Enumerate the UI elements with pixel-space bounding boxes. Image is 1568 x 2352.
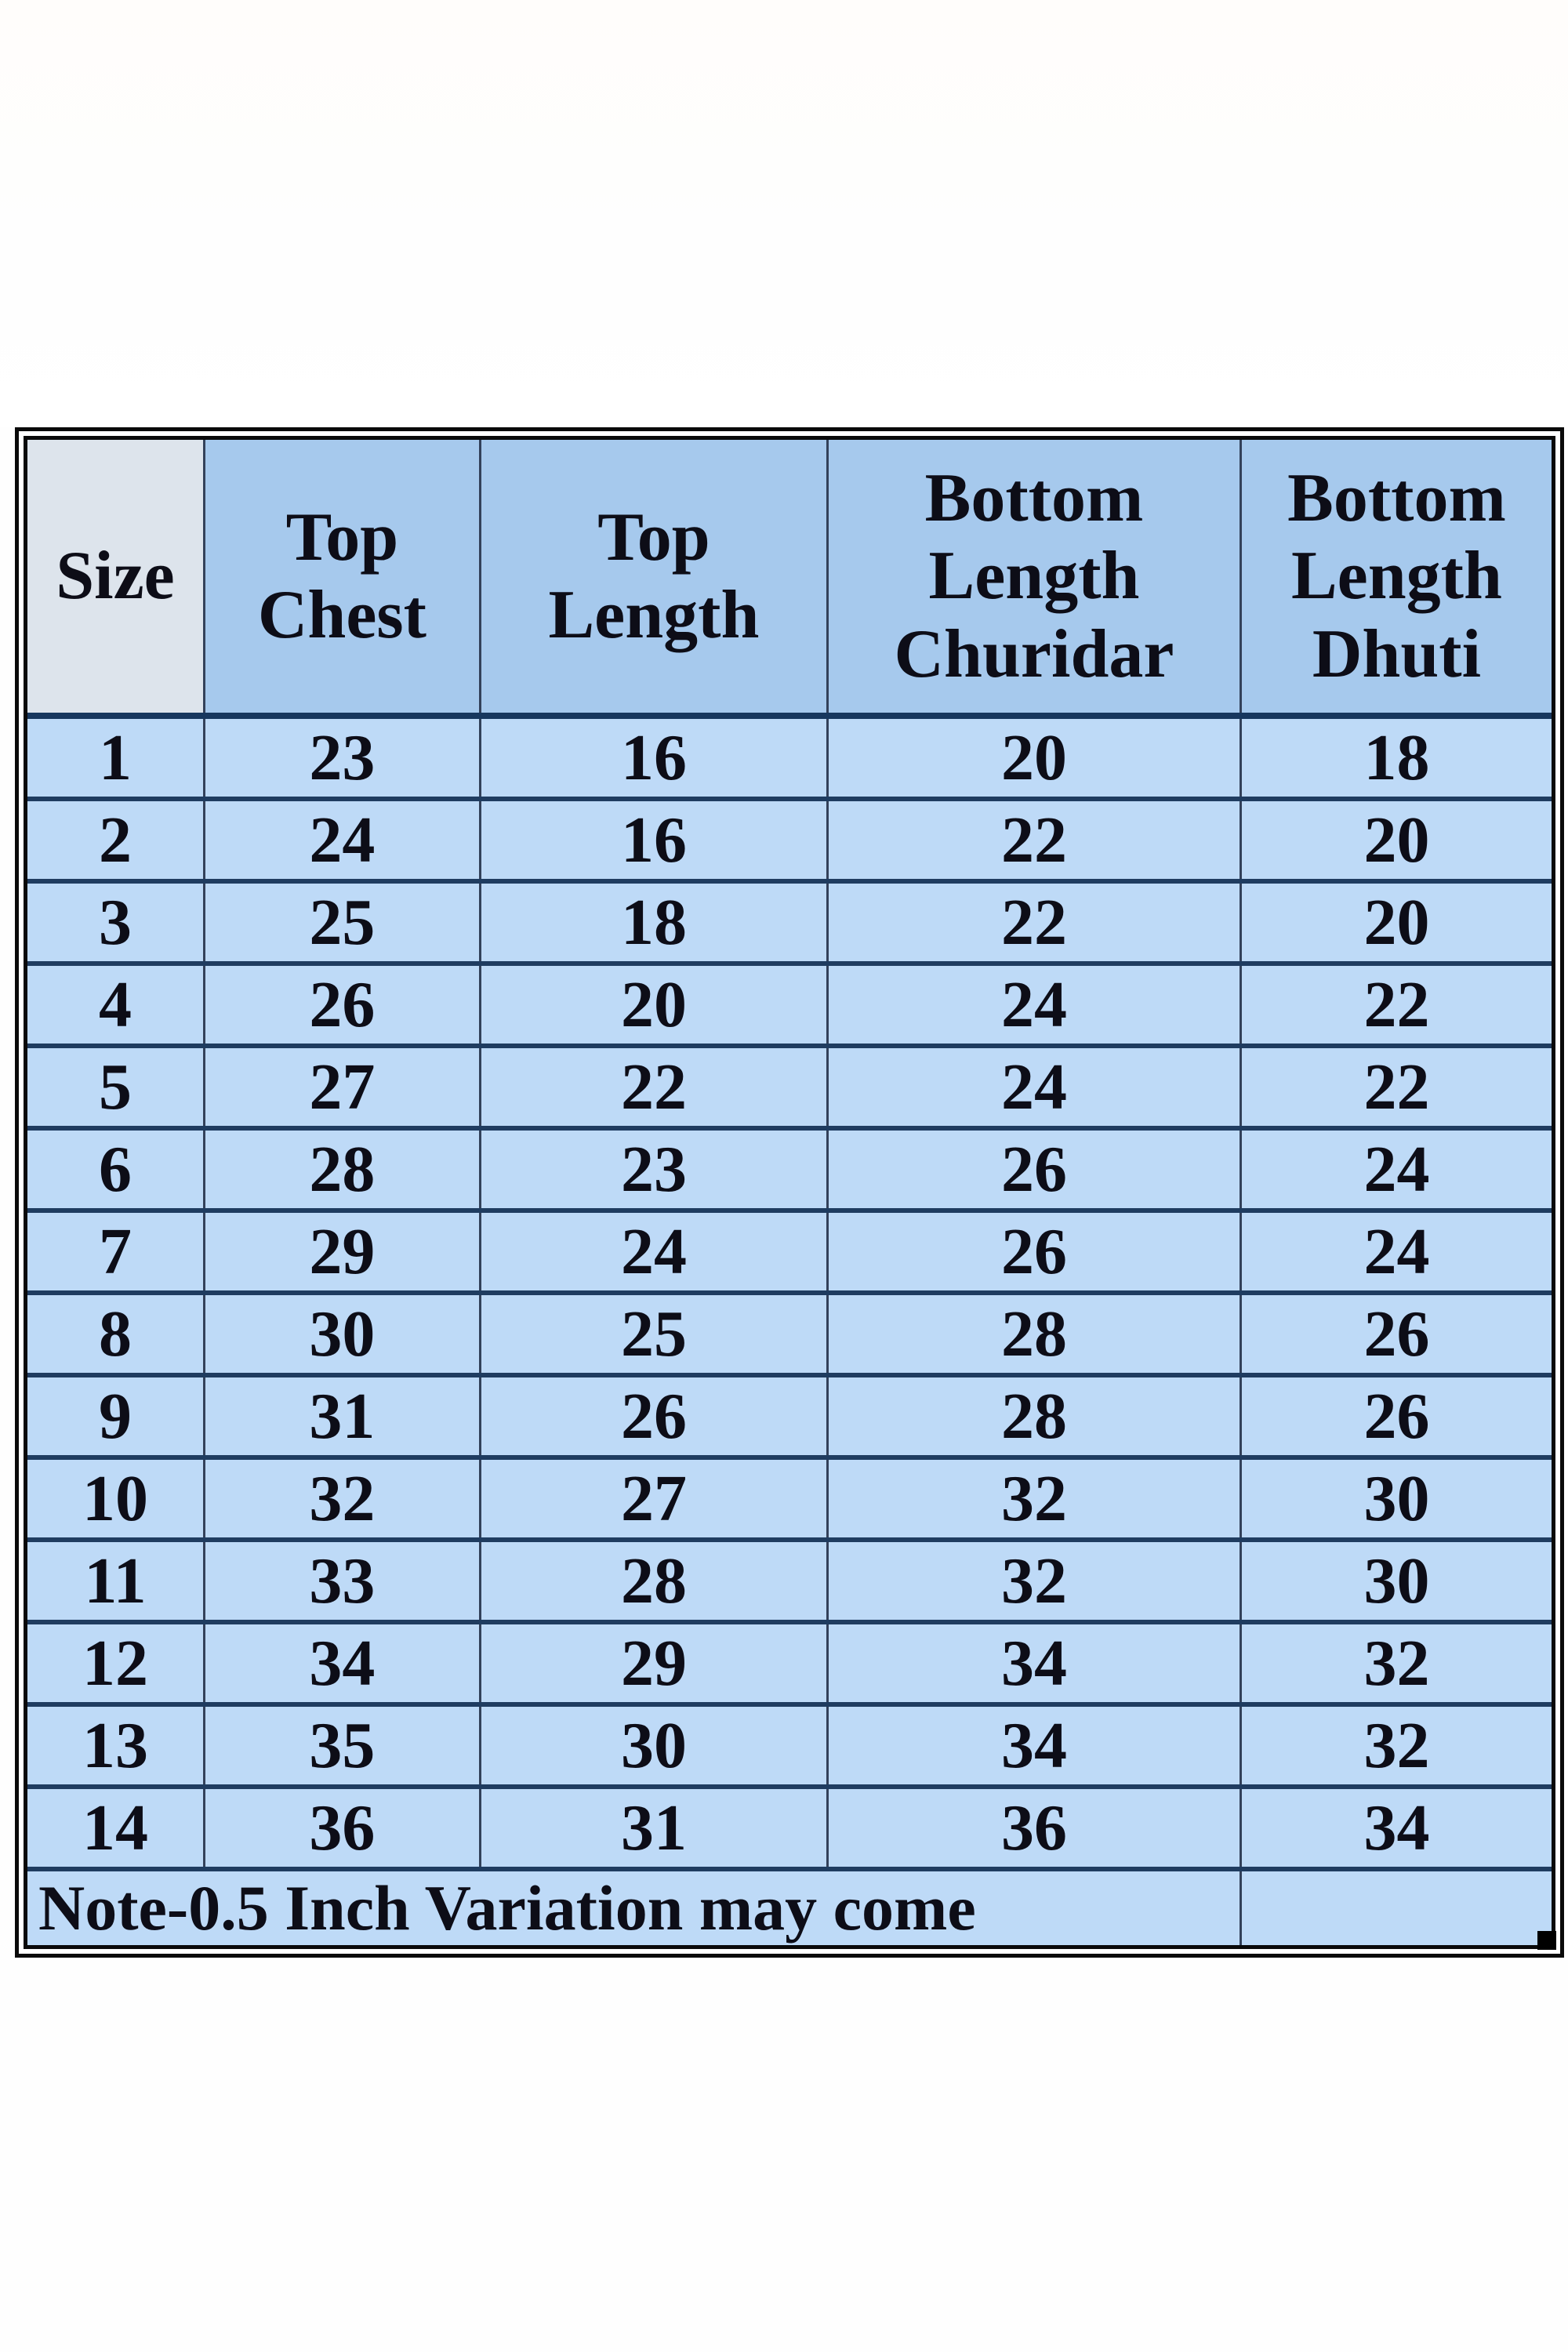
- table-cell: 23: [478, 1128, 828, 1213]
- table-cell: 30: [478, 1704, 828, 1789]
- table-cell: 26: [1239, 1293, 1552, 1377]
- table-cell: 22: [1239, 1046, 1552, 1131]
- table-cell: 29: [203, 1210, 481, 1295]
- table-cell: 24: [826, 964, 1241, 1048]
- table-cell: 24: [1239, 1128, 1552, 1213]
- column-header-size: Size: [27, 440, 205, 719]
- table-cell: 26: [203, 964, 481, 1048]
- page-background: [0, 0, 1568, 427]
- table-cell: 32: [1239, 1622, 1552, 1707]
- column-header-top-length: Top Length: [478, 440, 828, 719]
- table-cell: 14: [27, 1787, 205, 1871]
- table-cell: 32: [826, 1457, 1241, 1542]
- table-row: 4 26 20 24 22: [27, 964, 1552, 1048]
- table-cell: 34: [826, 1622, 1241, 1707]
- table-cell: 16: [478, 799, 828, 884]
- table-row: 6 28 23 26 24: [27, 1128, 1552, 1213]
- table-cell: 30: [1239, 1457, 1552, 1542]
- size-chart-table: Size Top Chest Top Length Bottom Length Churida…: [15, 427, 1564, 1958]
- table-cell: 31: [478, 1787, 828, 1871]
- table-cell: 36: [826, 1787, 1241, 1871]
- table-cell: 34: [826, 1704, 1241, 1789]
- table-cell: 11: [27, 1540, 205, 1624]
- column-header-bottom-length-dhuti: Bottom Length Dhuti: [1239, 440, 1552, 719]
- column-header-bottom-length-churidar: Bottom Length Churidar: [826, 440, 1241, 719]
- table-cell: 31: [203, 1375, 481, 1460]
- table-row: 10 32 27 32 30: [27, 1457, 1552, 1542]
- table-row: 5 27 22 24 22: [27, 1046, 1552, 1131]
- table-row: 1 23 16 20 18: [27, 716, 1552, 801]
- table-cell: 6: [27, 1128, 205, 1213]
- table-row: 9 31 26 28 26: [27, 1375, 1552, 1460]
- table-row: 8 30 25 28 26: [27, 1293, 1552, 1377]
- table-cell: 36: [203, 1787, 481, 1871]
- table-cell: 26: [478, 1375, 828, 1460]
- table-cell: 20: [1239, 881, 1552, 966]
- table-cell: 10: [27, 1457, 205, 1542]
- table-cell: 25: [478, 1293, 828, 1377]
- table-cell: 20: [478, 964, 828, 1048]
- table-cell: 24: [478, 1210, 828, 1295]
- fill-handle-artifact: [1537, 1931, 1556, 1950]
- table-cell: 24: [1239, 1210, 1552, 1295]
- table-cell: 20: [1239, 799, 1552, 884]
- empty-cell: [1239, 1869, 1552, 1945]
- table-cell: 24: [203, 799, 481, 884]
- table-cell: 35: [203, 1704, 481, 1789]
- table-cell: 25: [203, 881, 481, 966]
- table-cell: 9: [27, 1375, 205, 1460]
- table-cell: 22: [1239, 964, 1552, 1048]
- table-cell: 32: [826, 1540, 1241, 1624]
- table-cell: 5: [27, 1046, 205, 1131]
- table-cell: 22: [826, 799, 1241, 884]
- table-cell: 26: [826, 1210, 1241, 1295]
- table-cell: 28: [826, 1375, 1241, 1460]
- header-row: Size Top Chest Top Length Bottom Length Churida…: [27, 440, 1552, 719]
- table-row: 7 29 24 26 24: [27, 1210, 1552, 1295]
- table-cell: 28: [826, 1293, 1241, 1377]
- table-cell: 13: [27, 1704, 205, 1789]
- table-cell: 34: [1239, 1787, 1552, 1871]
- table-cell: 20: [826, 716, 1241, 801]
- table-cell: 28: [203, 1128, 481, 1213]
- table-row: 14 36 31 36 34: [27, 1787, 1552, 1871]
- table-row: 2 24 16 22 20: [27, 799, 1552, 884]
- table-cell: 26: [826, 1128, 1241, 1213]
- table-cell: 7: [27, 1210, 205, 1295]
- table-cell: 27: [478, 1457, 828, 1542]
- table-cell: 28: [478, 1540, 828, 1624]
- table-cell: 34: [203, 1622, 481, 1707]
- table-row: 3 25 18 22 20: [27, 881, 1552, 966]
- table-row: 13 35 30 34 32: [27, 1704, 1552, 1789]
- table-cell: 18: [1239, 716, 1552, 801]
- table-cell: 12: [27, 1622, 205, 1707]
- note-cell: Note-0.5 Inch Variation may come: [27, 1869, 1241, 1945]
- table-cell: 16: [478, 716, 828, 801]
- table-cell: 32: [203, 1457, 481, 1542]
- table-row: 12 34 29 34 32: [27, 1622, 1552, 1707]
- table-cell: 27: [203, 1046, 481, 1131]
- table-cell: 4: [27, 964, 205, 1048]
- table-cell: 26: [1239, 1375, 1552, 1460]
- table-cell: 30: [203, 1293, 481, 1377]
- note-row: Note-0.5 Inch Variation may come: [27, 1869, 1552, 1945]
- table-cell: 29: [478, 1622, 828, 1707]
- table-cell: 22: [826, 881, 1241, 966]
- table-cell: 2: [27, 799, 205, 884]
- table-cell: 8: [27, 1293, 205, 1377]
- column-header-top-chest: Top Chest: [203, 440, 481, 719]
- table-cell: 3: [27, 881, 205, 966]
- table-row: 11 33 28 32 30: [27, 1540, 1552, 1624]
- size-chart: Size Top Chest Top Length Bottom Length Churida…: [27, 440, 1552, 1945]
- table-cell: 33: [203, 1540, 481, 1624]
- table-cell: 24: [826, 1046, 1241, 1131]
- table-cell: 22: [478, 1046, 828, 1131]
- table-cell: 18: [478, 881, 828, 966]
- table-cell: 32: [1239, 1704, 1552, 1789]
- table-cell: 1: [27, 716, 205, 801]
- table-cell: 30: [1239, 1540, 1552, 1624]
- table-cell: 23: [203, 716, 481, 801]
